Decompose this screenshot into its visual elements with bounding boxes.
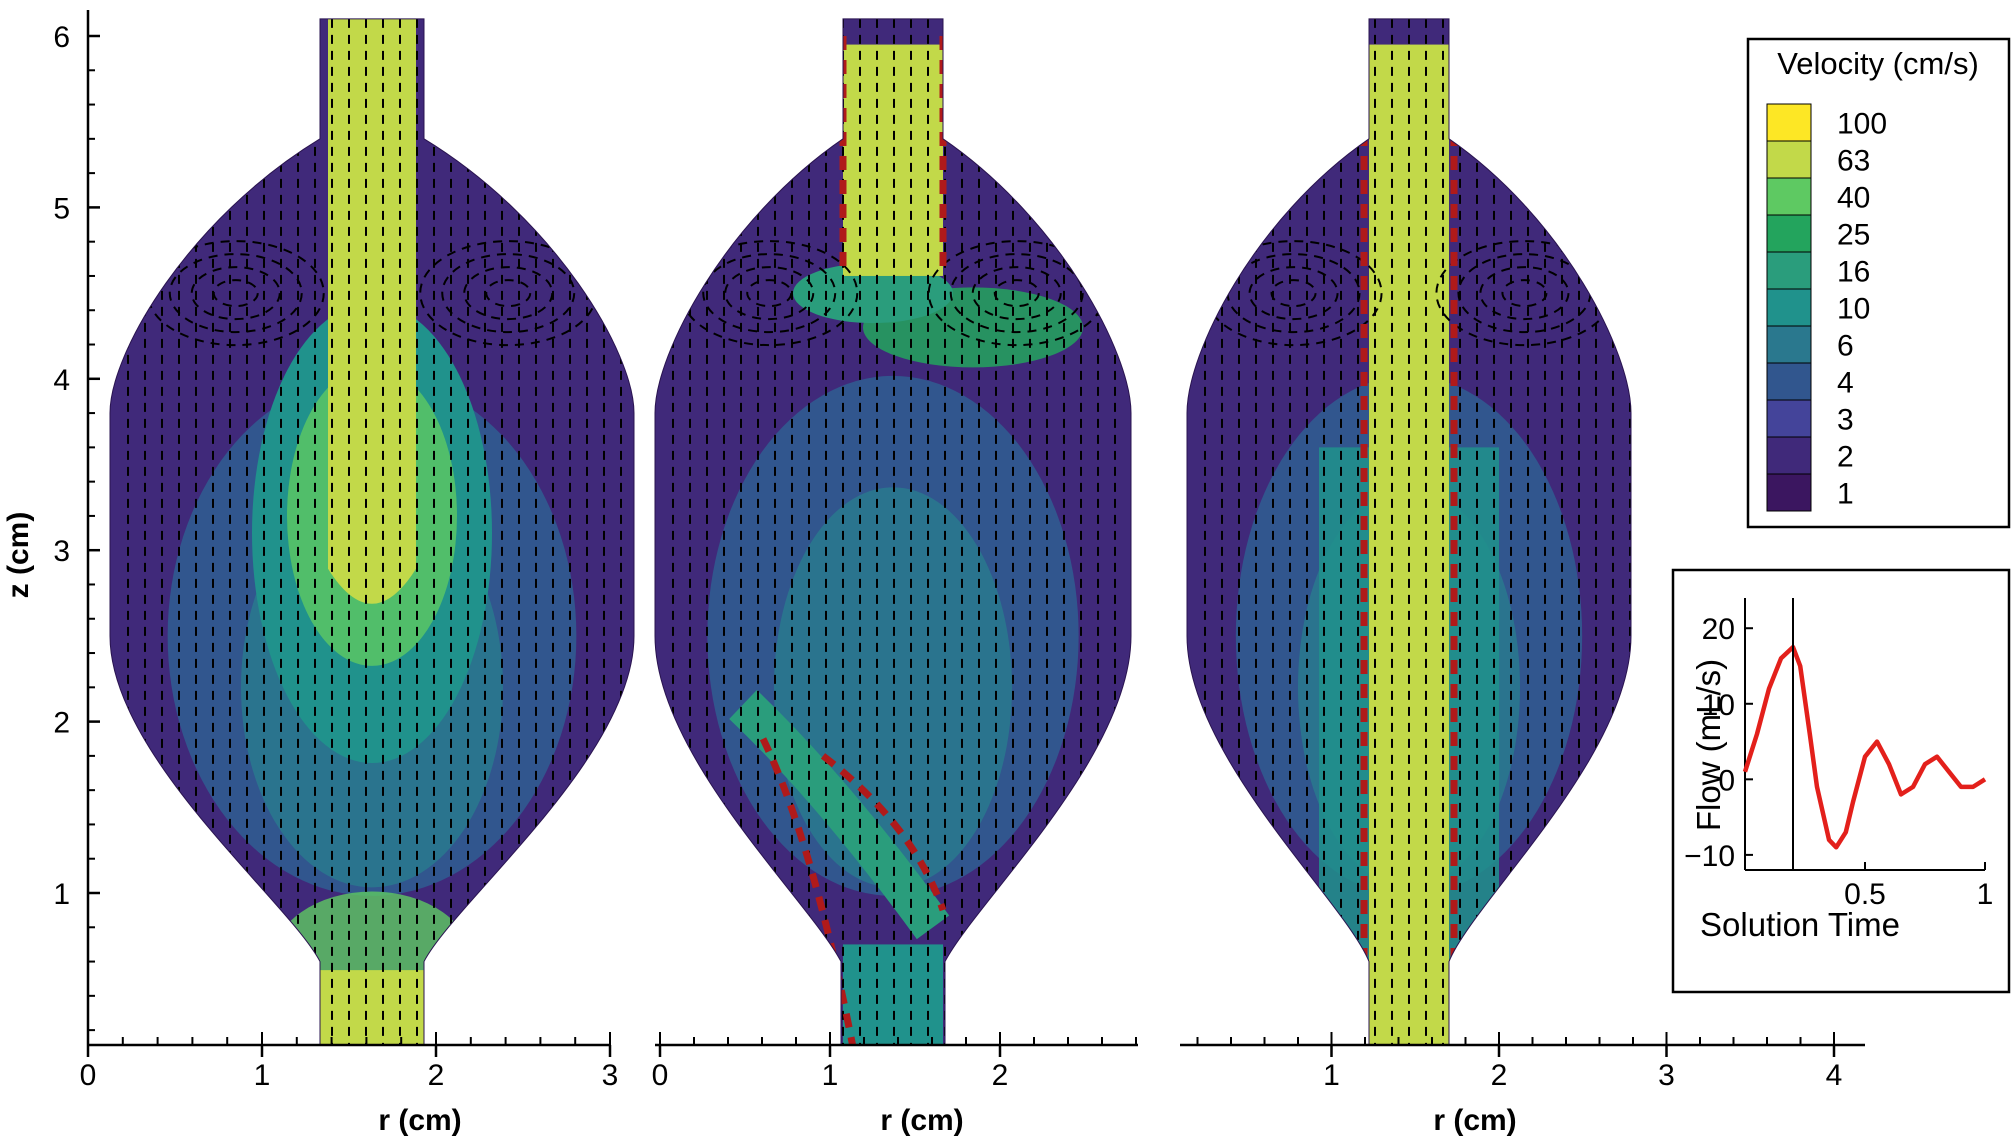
- y-tick-label: 2: [53, 707, 70, 740]
- x-axis-right: 1 2 3 4: [1180, 1032, 1865, 1092]
- velocity-region-vortex2: [793, 263, 953, 324]
- x-axis-label-left: r (cm): [378, 1104, 461, 1137]
- legend-swatch: [1766, 362, 1812, 401]
- vortex-streamline: [485, 279, 532, 308]
- legend-label: 25: [1837, 219, 1870, 252]
- vortex-streamline: [1501, 279, 1548, 308]
- jet-core: [328, 18, 416, 604]
- x-tick-label: 2: [428, 1059, 445, 1092]
- vortex-streamline: [702, 253, 837, 334]
- x-axis-label-middle: r (cm): [880, 1104, 963, 1137]
- legend-label: 16: [1837, 256, 1870, 289]
- flow-field: [1187, 18, 1631, 1046]
- y-axis: 1 2 3 4 5 6 z (cm): [2, 10, 100, 1045]
- inset-axes: 20 10 0 −10 0.5 1: [1684, 598, 1993, 911]
- inset-y-tick-label: −10: [1684, 840, 1735, 873]
- x-tick-label: 0: [80, 1059, 97, 1092]
- y-tick-label: 4: [53, 364, 70, 397]
- vortex-streamline: [168, 253, 303, 334]
- x-tick-label: 2: [992, 1059, 1009, 1092]
- x-axis-left: 0 1 2 3: [80, 1032, 619, 1092]
- x-tick-label: 3: [602, 1059, 619, 1092]
- inset-frame: [1671, 568, 2011, 994]
- legend-label: 2: [1837, 441, 1854, 474]
- inset-x-label: Solution Time: [1700, 906, 1900, 943]
- inset-y-tick-label: 10: [1702, 689, 1735, 722]
- x-axis-middle: 0 1 2: [652, 1032, 1138, 1092]
- vortex-streamline: [724, 266, 815, 321]
- vortex-streamline: [1270, 279, 1317, 308]
- legend-label: 1: [1837, 478, 1854, 511]
- legend-swatch: [1766, 325, 1812, 364]
- x-tick-label: 3: [1658, 1059, 1675, 1092]
- legend-swatch: [1766, 288, 1812, 327]
- y-tick-label: 3: [53, 535, 70, 568]
- vortex-streamline: [1479, 266, 1570, 321]
- separation-lines: [1360, 36, 1458, 1045]
- vortex-streamline: [993, 279, 1040, 308]
- vortex-streamline: [1204, 240, 1383, 347]
- legend-label: 3: [1837, 404, 1854, 437]
- legend-swatch: [1766, 214, 1812, 253]
- legend-swatch: [1766, 103, 1812, 142]
- velocity-region-sidejet: [729, 689, 950, 940]
- flow-series-line: [1742, 644, 1987, 850]
- x-tick-label: 2: [1491, 1059, 1508, 1092]
- legend-label: 6: [1837, 330, 1854, 363]
- x-tick-label: 4: [1826, 1059, 1843, 1092]
- legend-label: 4: [1837, 367, 1854, 400]
- panel-left: [109, 18, 635, 1046]
- legend-title: Velocity (cm/s): [1777, 46, 1979, 81]
- outlet-core: [320, 970, 424, 1045]
- vortex-streamline: [1248, 266, 1339, 321]
- legend-swatch: [1766, 177, 1812, 216]
- y-tick-label: 5: [53, 192, 70, 225]
- y-tick-label: 1: [53, 878, 70, 911]
- inset-y-label: Flow (mL/s): [1690, 659, 1727, 831]
- inset-x-tick-label: 1: [1977, 878, 1994, 911]
- legend-label: 100: [1837, 108, 1887, 141]
- y-ticks: 1 2 3 4 5 6: [53, 21, 100, 1032]
- inset-y-tick-label: 0: [1718, 764, 1735, 797]
- legend-swatch: [1766, 399, 1812, 438]
- legend-swatch: [1766, 251, 1812, 290]
- x-tick-label: 1: [254, 1059, 271, 1092]
- legend-label: 10: [1837, 293, 1870, 326]
- x-tick-label: 1: [1323, 1059, 1340, 1092]
- vortex-streamline: [146, 240, 325, 347]
- panel-right: [1186, 18, 1632, 1046]
- legend-swatch: [1766, 473, 1812, 512]
- velocity-legend: Velocity (cm/s) 100 63 40 25 16 10 6 4 3 2 1: [1746, 37, 2011, 529]
- flow-inset: 20 10 0 −10 0.5 1 Solution Time Flow (mL/s): [1671, 568, 2011, 994]
- legend-label: 63: [1837, 145, 1870, 178]
- vortex-streamline: [190, 266, 281, 321]
- x-axis-label-right: r (cm): [1433, 1104, 1516, 1137]
- legend-swatch: [1766, 140, 1812, 179]
- x-tick-label: 0: [652, 1059, 669, 1092]
- flow-field: [655, 18, 1131, 1046]
- legend-levels: 100 63 40 25 16 10 6 4 3 2 1: [1766, 103, 1887, 512]
- panel-middle: [654, 18, 1132, 1046]
- inset-x-tick-label: 0.5: [1844, 878, 1886, 911]
- vortex-streamline: [971, 266, 1062, 321]
- jet-core: [1369, 44, 1449, 1045]
- legend-label: 40: [1837, 182, 1870, 215]
- vortex-streamline: [949, 253, 1084, 334]
- x-tick-label: 1: [822, 1059, 839, 1092]
- flow-field: [110, 18, 634, 1046]
- y-tick-label: 6: [53, 21, 70, 54]
- vortex-streamline: [441, 253, 576, 334]
- y-axis-label: z (cm): [2, 512, 35, 599]
- inset-y-tick-label: 20: [1702, 613, 1735, 646]
- vortex-streamline: [680, 240, 859, 347]
- jet-core: [843, 44, 943, 276]
- legend-swatch: [1766, 436, 1812, 475]
